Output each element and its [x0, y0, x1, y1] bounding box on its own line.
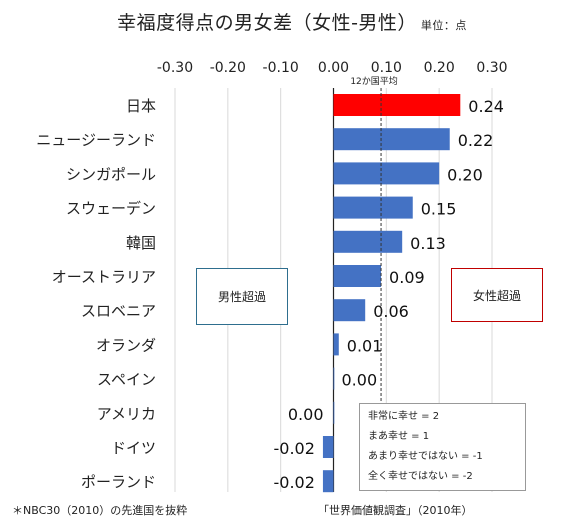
unit-label: 単位：点 [420, 19, 467, 32]
bar [333, 401, 335, 424]
bar [333, 265, 382, 287]
footnote-right: 「世界価値観調査」（2010年） [318, 504, 473, 517]
bar [333, 333, 339, 356]
bar [333, 162, 440, 185]
data-label: 0.01 [347, 336, 383, 355]
category-label: 韓国 [126, 234, 156, 252]
scale-legend: 非常に幸せ = 2 まあ幸せ = 1 あまり幸せではない = -1 全く幸せでは… [359, 403, 526, 491]
category-label: スロベニア [81, 302, 156, 320]
chart-title-text: 幸福度得点の男女差（女性-男性） [117, 12, 417, 34]
bar [333, 367, 335, 390]
category-label: ドイツ [111, 439, 156, 457]
bar [333, 94, 461, 116]
category-label: ニュージーランド [36, 131, 156, 149]
data-label: 0.00 [288, 405, 324, 424]
bar [322, 470, 334, 493]
chart-title: 幸福度得点の男女差（女性-男性） 単位：点 [0, 8, 584, 35]
average-reference-label: 12か国平均 [350, 75, 397, 87]
x-tick-label: -0.30 [157, 60, 193, 76]
data-label: 0.15 [421, 200, 457, 219]
female-excess-label: 女性超過 [472, 288, 521, 303]
x-tick-label: 0.00 [318, 60, 349, 76]
bar [333, 230, 403, 253]
category-label: スペイン [97, 371, 156, 389]
data-label: 0.13 [410, 234, 446, 253]
female-excess-box: 女性超過 [451, 268, 543, 322]
category-label: スウェーデン [66, 200, 156, 218]
footnote-left: ＊NBC30（2010）の先進国を抜粋 [12, 504, 188, 517]
x-tick-label: 0.20 [424, 60, 455, 76]
male-excess-label: 男性超過 [217, 290, 266, 304]
bar [333, 299, 366, 322]
bar [333, 196, 413, 219]
data-label: -0.02 [274, 439, 315, 458]
category-label: 日本 [126, 97, 156, 115]
male-excess-box: 男性超過 [196, 268, 288, 325]
bar [333, 128, 450, 151]
x-tick-label: -0.10 [263, 60, 299, 76]
category-label: オランダ [96, 336, 156, 354]
data-label: 0.09 [389, 268, 425, 287]
data-label: 0.00 [342, 371, 378, 390]
category-label: アメリカ [97, 405, 156, 423]
x-tick-label: 0.30 [476, 60, 507, 76]
data-label: -0.02 [274, 473, 315, 492]
category-label: シンガポール [66, 165, 156, 183]
category-label: オーストラリア [52, 268, 156, 286]
scale-legend-item: 全く幸せではない = -2 [368, 471, 473, 482]
x-tick-label: -0.20 [210, 60, 246, 76]
scale-legend-item: 非常に幸せ = 2 [368, 411, 440, 422]
scale-legend-item: あまり幸せではない = -1 [368, 451, 483, 462]
data-label: 0.24 [468, 97, 504, 116]
data-label: 0.20 [447, 165, 483, 184]
category-label: ポーランド [81, 473, 156, 491]
data-label: 0.06 [373, 302, 409, 321]
scale-legend-item: まあ幸せ = 1 [368, 431, 430, 442]
bar [322, 436, 334, 458]
x-tick-label: 0.10 [371, 60, 402, 76]
data-label: 0.22 [458, 131, 494, 150]
